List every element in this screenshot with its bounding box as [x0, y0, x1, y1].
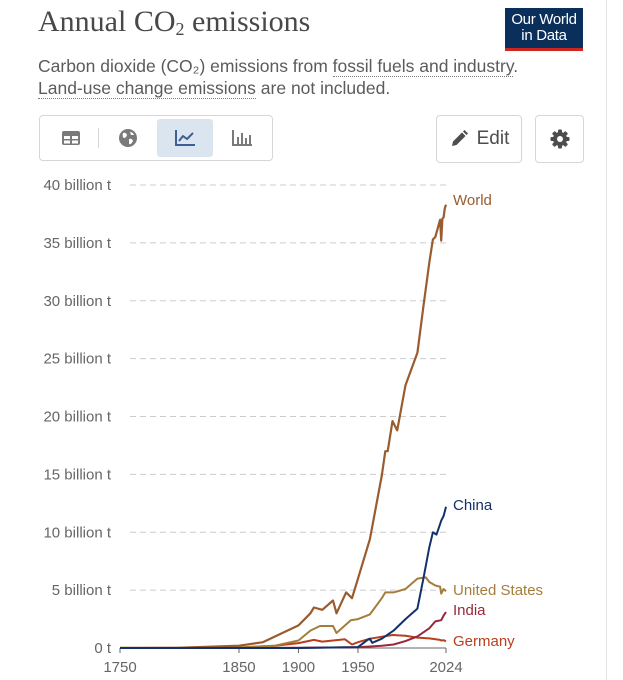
- series-label-united-states: United States: [453, 582, 543, 599]
- y-tick-label: 25 billion t: [43, 351, 111, 368]
- logo-line1: Our World: [511, 11, 577, 28]
- series-label-china: China: [453, 497, 493, 514]
- logo-line2: in Data: [521, 27, 567, 44]
- tab-line-chart[interactable]: [157, 119, 213, 157]
- subtitle-text-2: .: [513, 56, 519, 76]
- bar-chart-icon: [232, 130, 252, 146]
- series-label-india: India: [453, 602, 486, 619]
- subtitle-text-3: are not included.: [255, 78, 391, 98]
- tab-table[interactable]: [43, 119, 99, 157]
- land-use-link[interactable]: Land-use change emissions: [38, 78, 256, 99]
- x-tick-label: 2024: [429, 659, 462, 676]
- gear-icon: [550, 129, 569, 149]
- pencil-icon: [451, 130, 468, 146]
- line-chart-icon: [175, 130, 195, 146]
- y-tick-label: 35 billion t: [43, 235, 111, 252]
- x-tick-label: 1900: [282, 659, 315, 676]
- series-line-world: [119, 204, 448, 649]
- title-main: Annual CO: [38, 5, 176, 38]
- series-line-united-states: [120, 576, 447, 649]
- owid-logo[interactable]: Our World in Data: [505, 8, 583, 51]
- tab-bar-chart[interactable]: [214, 119, 270, 157]
- series-label-germany: Germany: [453, 633, 515, 650]
- globe-icon: [119, 129, 137, 147]
- y-tick-label: 5 billion t: [52, 582, 112, 599]
- line-chart: 0 t 5 billion t 10 billion t 15 billion t 20…: [43, 177, 543, 676]
- tab-map[interactable]: [100, 119, 156, 157]
- y-tick-label: 40 billion t: [43, 177, 111, 194]
- tab-separator: [98, 128, 99, 148]
- chart-subtitle: Carbon dioxide (CO₂) emissions from foss…: [38, 55, 598, 99]
- y-tick-label: 0 t: [94, 640, 112, 657]
- x-tick-label: 1950: [341, 659, 374, 676]
- title-subscript: 2: [175, 19, 185, 39]
- title-rest: emissions: [184, 5, 311, 38]
- subtitle-text-1: Carbon dioxide (CO₂) emissions from: [38, 56, 333, 76]
- page-title: Annual CO2 emissions: [38, 5, 310, 40]
- table-icon: [62, 131, 80, 145]
- edit-label: Edit: [476, 128, 510, 149]
- logo-red-bar: [505, 48, 583, 51]
- series-line-germany: [119, 634, 447, 649]
- x-tick-label: 1750: [103, 659, 136, 676]
- settings-button[interactable]: [535, 115, 584, 163]
- fossil-fuels-link[interactable]: fossil fuels and industry: [332, 56, 514, 77]
- y-tick-label: 20 billion t: [43, 409, 111, 426]
- series-line-china: [120, 506, 447, 649]
- series-line-india: [119, 611, 447, 649]
- y-tick-label: 15 billion t: [43, 466, 111, 483]
- y-tick-label: 30 billion t: [43, 293, 111, 310]
- chart-type-tabs: [39, 115, 273, 161]
- chart-card: Annual CO2 emissions Our World in Data C…: [38, 0, 607, 680]
- series-label-world: World: [453, 192, 492, 209]
- y-tick-label: 10 billion t: [43, 524, 111, 541]
- edit-button[interactable]: Edit: [436, 115, 522, 163]
- x-tick-label: 1850: [222, 659, 255, 676]
